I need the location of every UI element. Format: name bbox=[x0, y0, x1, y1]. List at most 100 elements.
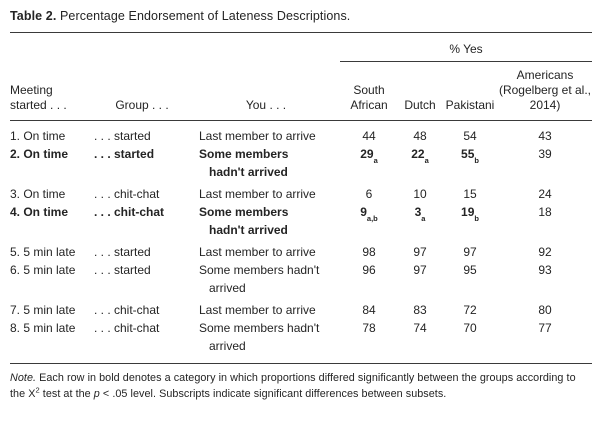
you-cell-line: Last member to arrive bbox=[199, 187, 316, 201]
significance-subscript: a,b bbox=[366, 214, 378, 224]
you-cell: Last member to arrive bbox=[192, 181, 340, 203]
value-cell: 39 bbox=[498, 145, 592, 181]
meeting-cell: 8. 5 min late bbox=[10, 321, 76, 335]
value-cell: 19b bbox=[442, 203, 498, 239]
value-number: 97 bbox=[413, 245, 427, 259]
value-number: 84 bbox=[362, 303, 376, 317]
note-text-segment: p bbox=[93, 387, 100, 400]
value-number: 22 bbox=[411, 147, 425, 161]
value-cell: 92 bbox=[498, 239, 592, 261]
you-cell-line: Last member to arrive bbox=[199, 129, 316, 143]
you-cell: Some members hadn't arrived bbox=[192, 145, 340, 181]
value-number: 98 bbox=[362, 245, 376, 259]
significance-subscript: a bbox=[421, 214, 426, 224]
value-cell: 97 bbox=[398, 239, 442, 261]
value-number: 29 bbox=[360, 147, 374, 161]
note-text-segment: < .05 level. Subscripts indicate signifi… bbox=[99, 387, 447, 400]
group-cell: . . . chit-chat bbox=[94, 187, 160, 201]
significance-subscript: a bbox=[373, 156, 378, 166]
bottom-rule bbox=[10, 363, 592, 364]
value-number: 83 bbox=[413, 303, 427, 317]
value-number: 72 bbox=[463, 303, 477, 317]
you-cell-line: Some members bbox=[199, 205, 289, 219]
value-cell: 10 bbox=[398, 181, 442, 203]
spanner-cell: % Yes bbox=[340, 33, 592, 62]
you-cell: Last member to arrive bbox=[192, 297, 340, 319]
column-header-dutch: Dutch bbox=[398, 61, 442, 121]
value-number: 3 bbox=[414, 205, 422, 219]
you-cell-line: Last member to arrive bbox=[199, 245, 316, 259]
table-row: 4. On time . . . chit-chat Some members had… bbox=[10, 203, 592, 239]
column-header-row: Meeting started . . . Group . . . You . . … bbox=[10, 61, 592, 121]
note-text-segment: test at the bbox=[39, 387, 94, 400]
group-cell: . . . chit-chat bbox=[94, 321, 160, 335]
value-cell: 97 bbox=[398, 261, 442, 297]
you-cell-line: hadn't arrived bbox=[209, 165, 288, 179]
value-number: 44 bbox=[362, 129, 376, 143]
table-row: 1. On time . . . started Last member to ar… bbox=[10, 121, 592, 146]
meeting-cell: 1. On time bbox=[10, 129, 66, 143]
you-cell: Some members hadn't arrived bbox=[192, 203, 340, 239]
group-cell: . . . chit-chat bbox=[94, 205, 165, 219]
table-row: 3. On time . . . chit-chat Last member to … bbox=[10, 181, 592, 203]
value-number: 55 bbox=[461, 147, 475, 161]
you-cell-line: Last member to arrive bbox=[199, 303, 316, 317]
group-cell: . . . started bbox=[94, 147, 155, 161]
value-cell: 3a bbox=[398, 203, 442, 239]
value-cell: 6 bbox=[340, 181, 398, 203]
value-cell: 96 bbox=[340, 261, 398, 297]
value-number: 97 bbox=[463, 245, 477, 259]
you-cell-line: arrived bbox=[209, 281, 246, 295]
group-cell: . . . chit-chat bbox=[94, 303, 160, 317]
table-caption: Percentage Endorsement of Lateness Descr… bbox=[56, 9, 351, 23]
table-row: 6. 5 min late . . . started Some members h… bbox=[10, 261, 592, 297]
value-number: 39 bbox=[538, 147, 552, 161]
top-rule bbox=[10, 32, 592, 33]
group-cell: . . . started bbox=[94, 129, 151, 143]
you-cell-line: arrived bbox=[209, 339, 246, 353]
value-number: 15 bbox=[463, 187, 477, 201]
note-text-segment: Χ bbox=[28, 387, 36, 400]
table-row: 2. On time . . . started Some members hadn'… bbox=[10, 145, 592, 181]
table-number: Table 2. bbox=[10, 9, 57, 23]
you-cell: Last member to arrive bbox=[192, 121, 340, 146]
value-number: 43 bbox=[538, 129, 552, 143]
value-number: 78 bbox=[362, 321, 376, 335]
significance-subscript: b bbox=[474, 214, 479, 224]
you-cell-line: Some members hadn't bbox=[199, 263, 320, 277]
meeting-cell: 3. On time bbox=[10, 187, 66, 201]
meeting-cell: 6. 5 min late bbox=[10, 263, 76, 277]
table-title: Table 2. Percentage Endorsement of Laten… bbox=[10, 8, 592, 24]
value-number: 19 bbox=[461, 205, 475, 219]
column-header-south-african: South African bbox=[340, 61, 398, 121]
table-note: Note. Each row in bold denotes a categor… bbox=[10, 371, 588, 402]
group-cell: . . . started bbox=[94, 245, 151, 259]
value-number: 54 bbox=[463, 129, 477, 143]
note-text-segment: Each row in bold denotes a category in w… bbox=[10, 372, 576, 400]
significance-subscript: a bbox=[424, 156, 429, 166]
note-text-segment: Note. bbox=[10, 372, 37, 384]
value-cell: 95 bbox=[442, 261, 498, 297]
value-number: 6 bbox=[365, 187, 373, 201]
value-number: 95 bbox=[463, 263, 477, 277]
value-cell: 43 bbox=[498, 121, 592, 146]
column-header-pakistani: Pakistani bbox=[442, 61, 498, 121]
value-cell: 97 bbox=[442, 239, 498, 261]
meeting-cell: 7. 5 min late bbox=[10, 303, 76, 317]
spanner-row: % Yes bbox=[10, 33, 592, 62]
value-cell: 55b bbox=[442, 145, 498, 181]
meeting-cell: 5. 5 min late bbox=[10, 245, 76, 259]
spanner-spacer bbox=[10, 33, 340, 62]
you-cell-line: Some members bbox=[199, 147, 289, 161]
value-cell: 74 bbox=[398, 319, 442, 363]
value-cell: 83 bbox=[398, 297, 442, 319]
value-number: 93 bbox=[538, 263, 552, 277]
value-cell: 9a,b bbox=[340, 203, 398, 239]
you-cell: Some members hadn't arrived bbox=[192, 319, 340, 363]
significance-subscript: b bbox=[474, 156, 479, 166]
value-cell: 22a bbox=[398, 145, 442, 181]
value-number: 77 bbox=[538, 321, 552, 335]
value-number: 80 bbox=[538, 303, 552, 317]
value-cell: 84 bbox=[340, 297, 398, 319]
